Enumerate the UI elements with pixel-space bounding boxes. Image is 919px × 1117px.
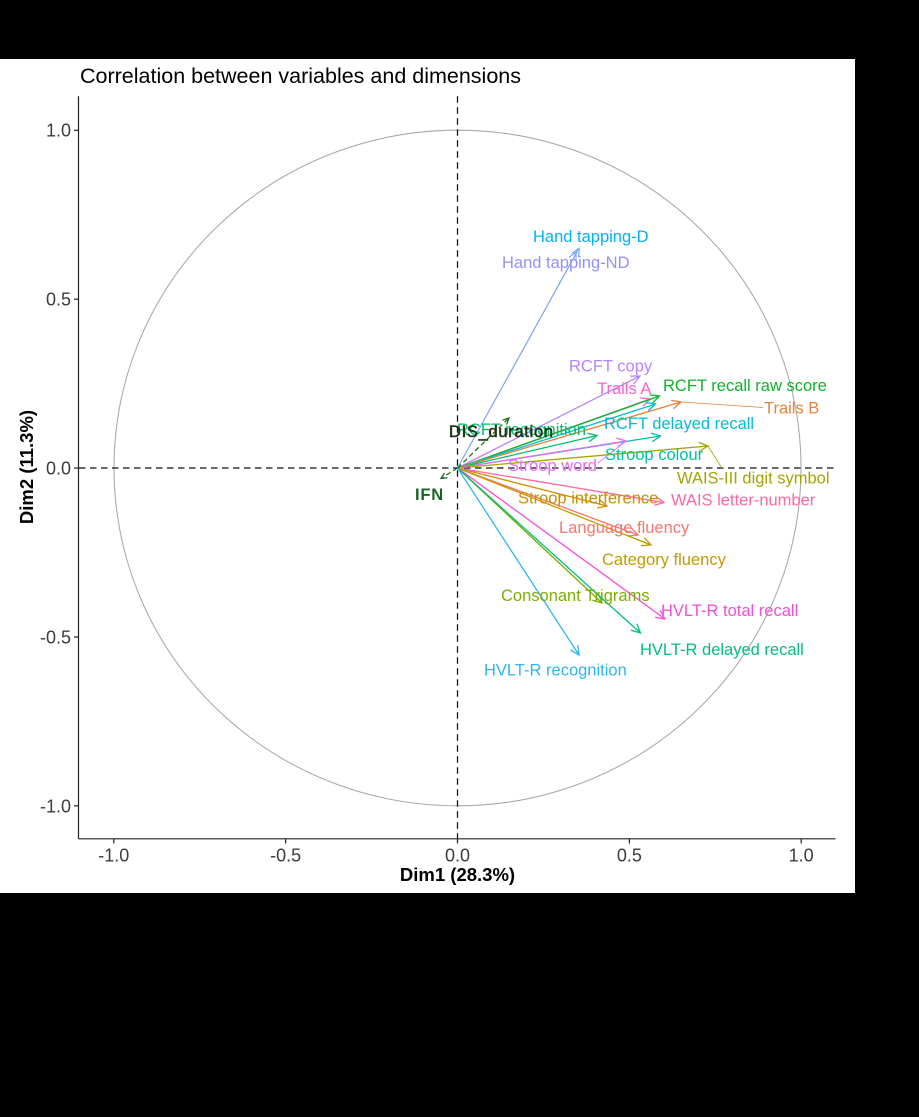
svg-text:RCFT recall raw score: RCFT recall raw score	[663, 377, 827, 395]
svg-text:IFN: IFN	[415, 486, 444, 504]
svg-text:Dim1 (28.3%): Dim1 (28.3%)	[400, 864, 515, 885]
svg-text:0.5: 0.5	[617, 845, 642, 865]
svg-text:Trails B: Trails B	[764, 399, 819, 417]
svg-text:-1.0: -1.0	[98, 845, 129, 865]
svg-text:HVLT-R recognition: HVLT-R recognition	[484, 661, 627, 679]
svg-text:0.5: 0.5	[46, 290, 71, 310]
svg-text:HVLT-R total recall: HVLT-R total recall	[661, 602, 798, 620]
svg-text:-1.0: -1.0	[40, 796, 71, 816]
svg-text:WAIS-III digit symbol: WAIS-III digit symbol	[677, 469, 830, 487]
svg-text:Hand tapping-ND: Hand tapping-ND	[502, 254, 630, 272]
svg-text:DIS_duration: DIS_duration	[449, 423, 554, 441]
svg-text:Stroop word: Stroop word	[508, 457, 597, 475]
svg-text:1.0: 1.0	[789, 845, 814, 865]
svg-text:Hand tapping-D: Hand tapping-D	[533, 228, 649, 246]
svg-text:Language fluency: Language fluency	[559, 519, 690, 537]
svg-text:RCFT recognition: RCFT recognition	[457, 421, 586, 439]
svg-text:1.0: 1.0	[46, 121, 71, 141]
svg-text:0.0: 0.0	[46, 459, 71, 479]
svg-text:HVLT-R delayed recall: HVLT-R delayed recall	[640, 641, 804, 659]
svg-text:Correlation between variables: Correlation between variables and dimens…	[80, 64, 521, 88]
svg-text:-0.5: -0.5	[40, 627, 71, 647]
svg-text:RCFT copy: RCFT copy	[569, 357, 653, 375]
svg-text:Dim2 (11.3%): Dim2 (11.3%)	[16, 410, 37, 524]
svg-text:Stroop interference: Stroop interference	[518, 489, 658, 507]
svg-text:RCFT delayed recall: RCFT delayed recall	[604, 415, 754, 433]
svg-text:-0.5: -0.5	[270, 845, 301, 865]
svg-text:Category fluency: Category fluency	[602, 551, 727, 569]
svg-text:Trails A: Trails A	[597, 380, 651, 398]
svg-text:Consonant Trigrams: Consonant Trigrams	[501, 587, 650, 605]
svg-text:WAIS letter-number: WAIS letter-number	[671, 491, 816, 509]
svg-text:Stroop colour: Stroop colour	[605, 446, 704, 464]
svg-text:0.0: 0.0	[445, 845, 470, 865]
